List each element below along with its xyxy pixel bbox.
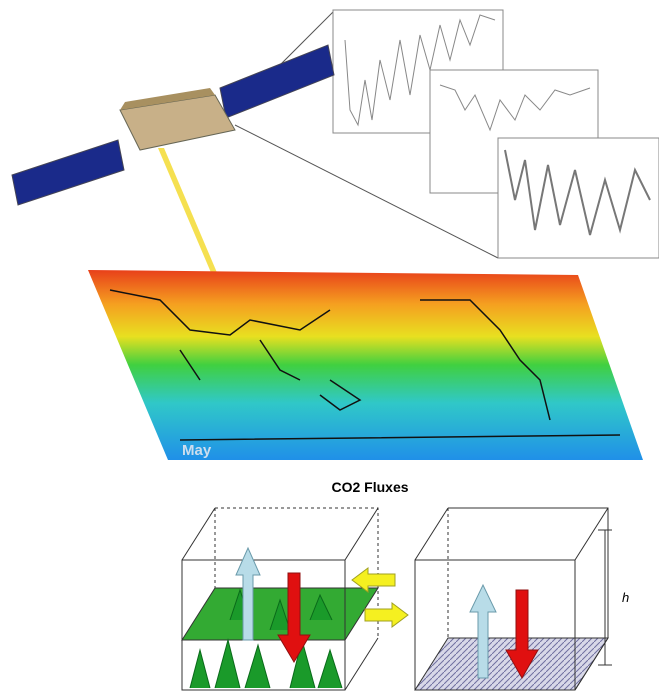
ocean-floor: [415, 638, 608, 690]
solar-panel: [12, 140, 124, 205]
map: May: [88, 270, 643, 460]
exchange-arrow: [365, 603, 408, 627]
forest-box: [182, 508, 378, 690]
fluxes-title: CO2 Fluxes: [331, 479, 408, 495]
solar-panel: [220, 45, 334, 118]
height-label: h: [622, 590, 629, 605]
spectrum-panel: [498, 138, 659, 258]
spectra: [235, 10, 659, 258]
map-surface: [88, 270, 643, 460]
diagram: May CO2 Fluxes h: [0, 0, 659, 699]
map-label: May: [182, 442, 212, 459]
